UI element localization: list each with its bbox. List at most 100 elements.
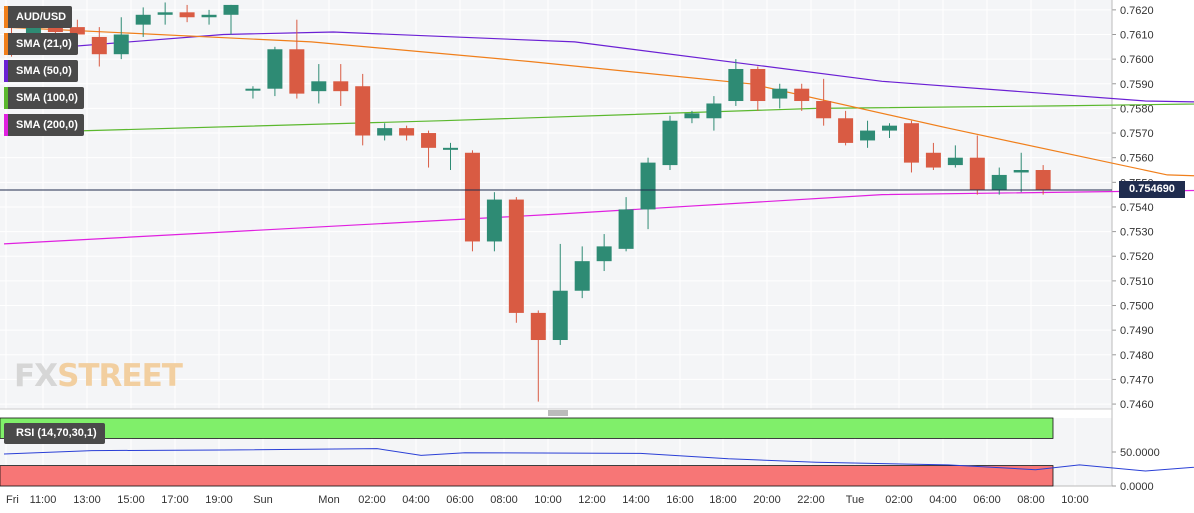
x-tick-label: Tue (846, 494, 865, 506)
x-tick-label: 02:00 (885, 494, 913, 506)
sma-50-line (3, 31, 1194, 103)
x-tick-label: 14:00 (622, 494, 650, 506)
candle-down (355, 86, 371, 136)
sma-100-label[interactable]: SMA (100,0) (4, 87, 84, 109)
candle-up (1013, 170, 1029, 173)
x-tick-label: 02:00 (358, 494, 386, 506)
y-tick-label: 0.7520 (1120, 251, 1154, 263)
y-tick-label: 0.7570 (1120, 128, 1154, 140)
candle-up (311, 81, 327, 92)
x-tick-label: Sun (253, 494, 273, 506)
candle-down (794, 88, 810, 102)
candle-down (91, 36, 107, 55)
candle-down (464, 152, 480, 242)
candle-down (903, 123, 919, 163)
y-tick-label: 0.7490 (1120, 325, 1154, 337)
candle-up (662, 120, 678, 166)
candle-down (69, 27, 85, 35)
x-tick-label: 10:00 (534, 494, 562, 506)
candle-up (882, 125, 897, 131)
candle-up (860, 130, 876, 141)
x-tick-label: Mon (318, 494, 339, 506)
y-tick-label: 0.7590 (1120, 79, 1154, 91)
x-tick-label: 08:00 (490, 494, 518, 506)
sma-200-label[interactable]: SMA (200,0) (4, 114, 84, 136)
candle-down (925, 152, 941, 168)
candle-down (750, 68, 766, 102)
y-tick-label: 0.7540 (1120, 202, 1154, 214)
candle-up (135, 14, 151, 25)
x-tick-label: 22:00 (797, 494, 825, 506)
y-tick-label: 0.7620 (1120, 5, 1154, 17)
x-tick-label: 10:00 (1061, 494, 1089, 506)
sma-200-line (3, 189, 1194, 245)
x-tick-label: Fri (6, 494, 19, 506)
sma-100-line (3, 103, 1194, 134)
candle-up (443, 147, 458, 150)
pane-resize-handle[interactable] (548, 410, 568, 416)
x-tick-label: 17:00 (161, 494, 189, 506)
candle-down (1035, 170, 1051, 190)
candle-up (728, 68, 744, 102)
symbol-label[interactable]: AUD/USD (4, 6, 73, 28)
candle-down (289, 49, 305, 94)
candle-up (640, 162, 656, 210)
x-tick-label: 19:00 (205, 494, 233, 506)
candle-up (552, 290, 568, 341)
rsi-label[interactable]: RSI (14,70,30,1) (4, 423, 105, 444)
x-tick-label: 18:00 (709, 494, 737, 506)
candle-up (267, 49, 283, 89)
sma-50-swatch (4, 60, 8, 82)
candle-up (223, 4, 239, 15)
x-tick-label: 15:00 (117, 494, 145, 506)
x-tick-label: 06:00 (973, 494, 1001, 506)
x-tick-label: 12:00 (578, 494, 606, 506)
sma-50-label[interactable]: SMA (50,0) (4, 60, 78, 82)
y-tick-label: 0.7480 (1120, 350, 1154, 362)
candle-down (179, 12, 195, 18)
candle-up (991, 174, 1007, 190)
candle-down (816, 101, 832, 119)
candle-up (201, 14, 217, 18)
x-tick-label: 13:00 (73, 494, 101, 506)
y-tick-label: 0.7580 (1120, 103, 1154, 115)
x-tick-label: 04:00 (402, 494, 430, 506)
sma-21-label[interactable]: SMA (21,0) (4, 33, 78, 55)
x-tick-label: 20:00 (753, 494, 781, 506)
rsi-oversold-zone (0, 465, 1054, 487)
candle-up (245, 88, 261, 91)
candle-down (421, 133, 437, 148)
x-tick-label: 11:00 (30, 494, 57, 506)
sma-21-line (3, 26, 1194, 177)
y-tick-label: 0.7460 (1120, 399, 1154, 411)
rsi-line (3, 448, 1194, 472)
fxstreet-watermark: FXSTREET (14, 358, 183, 394)
candle-up (706, 103, 722, 119)
candle-down (333, 81, 349, 92)
y-tick-label: 0.7560 (1120, 153, 1154, 165)
candle-down (508, 199, 524, 313)
candle-up (574, 261, 590, 291)
x-tick-label: 08:00 (1017, 494, 1045, 506)
y-tick-label: 0.7470 (1120, 374, 1154, 386)
candle-down (399, 128, 415, 136)
x-tick-label: 04:00 (929, 494, 957, 506)
candle-down (969, 157, 985, 190)
y-tick-label: 0.7510 (1120, 276, 1154, 288)
sma-200-swatch (4, 114, 8, 136)
candle-up (618, 209, 634, 249)
x-tick-label: 06:00 (446, 494, 474, 506)
rsi-tick-label: 50.0000 (1120, 447, 1160, 459)
candle-up (947, 157, 963, 166)
candle-up (486, 199, 502, 242)
price-pane-background (0, 0, 1112, 409)
y-tick-label: 0.7500 (1120, 301, 1154, 313)
last-price-tag: 0.754690 (1119, 181, 1185, 199)
candle-up (157, 12, 173, 15)
candle-up (377, 128, 393, 136)
candle-down (838, 118, 854, 143)
rsi-tick-label: 0.0000 (1120, 481, 1154, 493)
y-tick-label: 0.7600 (1120, 54, 1154, 66)
sma-100-swatch (4, 87, 8, 109)
